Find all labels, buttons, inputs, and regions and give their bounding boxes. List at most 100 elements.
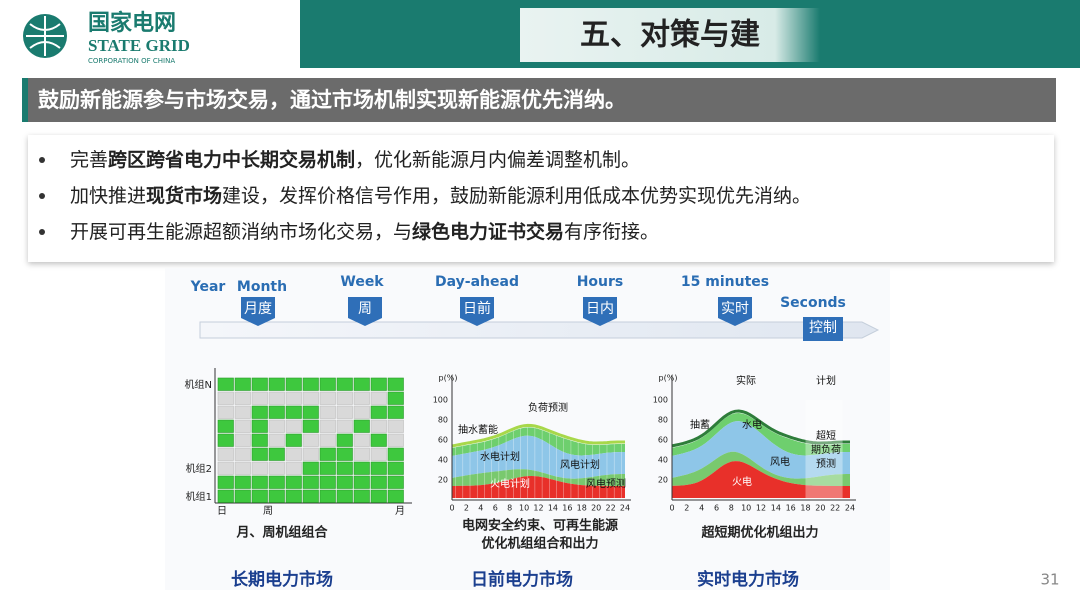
cell xyxy=(319,405,336,419)
bullet-span: 完善 xyxy=(70,149,108,171)
x-tick-label: 8 xyxy=(729,504,734,513)
x-tick-label: 6 xyxy=(714,504,719,513)
cell xyxy=(319,433,336,447)
hydro xyxy=(452,435,625,479)
cell xyxy=(285,391,302,405)
cell xyxy=(285,447,302,461)
cell xyxy=(285,475,302,489)
cell xyxy=(285,419,302,433)
cell xyxy=(234,405,251,419)
cell xyxy=(336,391,353,405)
axis-title: p(%) xyxy=(439,374,458,383)
cell xyxy=(285,377,302,391)
x-tick-label: 6 xyxy=(493,504,498,513)
x-tick-label: 2 xyxy=(684,504,689,513)
cell xyxy=(336,377,353,391)
bullet-span: 有序衔接。 xyxy=(564,221,659,243)
panel-title: 长期电力市场 xyxy=(231,569,333,590)
cell xyxy=(319,419,336,433)
y-tick-label: 80 xyxy=(658,416,668,425)
cell xyxy=(234,461,251,475)
cell xyxy=(370,419,387,433)
title-panel xyxy=(520,8,820,62)
cell xyxy=(285,433,302,447)
x-label: 月 xyxy=(395,505,405,517)
stage-marker xyxy=(803,317,843,341)
x-tick-label: 8 xyxy=(507,504,512,513)
annotation: 抽蓄 xyxy=(690,418,710,431)
cell xyxy=(285,489,302,503)
cell xyxy=(268,447,285,461)
thermal xyxy=(452,476,625,498)
cell xyxy=(319,489,336,503)
annotation: 水电计划 xyxy=(480,450,520,463)
annotation: 风电计划 xyxy=(560,458,600,471)
annotation: 水电 xyxy=(742,418,762,431)
cell xyxy=(353,489,370,503)
annotation: 计划 xyxy=(816,374,836,387)
cell xyxy=(319,461,336,475)
cell xyxy=(217,419,234,433)
cell xyxy=(336,489,353,503)
bullet-emphasis: 绿色电力证书交易 xyxy=(412,220,564,243)
banner xyxy=(22,78,1056,122)
y-label: 机组1 xyxy=(186,490,212,503)
wind xyxy=(452,469,625,486)
x-tick-label: 14 xyxy=(548,504,558,513)
cell xyxy=(387,377,404,391)
annotation: 超短 xyxy=(816,429,836,442)
x-tick-label: 2 xyxy=(464,504,469,513)
x-tick-label: 12 xyxy=(533,504,543,513)
y-tick-label: 60 xyxy=(658,436,668,445)
x-tick-label: 4 xyxy=(699,504,704,513)
y-label: 机组N xyxy=(185,378,212,391)
stage-marker xyxy=(460,297,494,326)
y-tick-label: 40 xyxy=(658,456,668,465)
cell xyxy=(302,419,319,433)
cell xyxy=(217,405,234,419)
stage-cn: 周 xyxy=(358,301,372,317)
cell xyxy=(268,475,285,489)
cell xyxy=(217,433,234,447)
banner-text: 鼓励新能源参与市场交易，通过市场机制实现新能源优先消纳。 xyxy=(38,88,626,112)
cell xyxy=(370,433,387,447)
x-label: 日 xyxy=(217,506,227,517)
cell xyxy=(370,461,387,475)
logo-name: 国家电网 xyxy=(88,10,176,36)
cell xyxy=(336,433,353,447)
stage-label: Seconds xyxy=(780,295,846,311)
cell xyxy=(268,377,285,391)
cell xyxy=(302,377,319,391)
logo-sub: CORPORATION OF CHINA xyxy=(88,57,175,65)
x-tick-label: 4 xyxy=(478,504,483,513)
stage-label: 15 minutes xyxy=(681,274,769,290)
cell xyxy=(251,419,268,433)
annotation: 负荷预测 xyxy=(528,401,568,414)
cell xyxy=(302,461,319,475)
x-tick-label: 10 xyxy=(741,504,751,513)
thermal xyxy=(672,461,850,498)
cell xyxy=(387,489,404,503)
logo-en: STATE GRID xyxy=(88,36,190,55)
panel-title: 日前电力市场 xyxy=(471,569,573,590)
cell xyxy=(234,419,251,433)
cell xyxy=(336,475,353,489)
panel-caption: 超短期优化机组出力 xyxy=(701,525,818,541)
panel-title: 实时电力市场 xyxy=(697,569,799,590)
bullet-text: 完善跨区跨省电力中长期交易机制，优化新能源月内偏差调整机制。 xyxy=(70,148,640,171)
bullet-span: ，优化新能源月内偏差调整机制。 xyxy=(355,149,640,171)
cell xyxy=(387,433,404,447)
cell xyxy=(268,419,285,433)
cell xyxy=(251,391,268,405)
cell xyxy=(353,377,370,391)
cell xyxy=(387,419,404,433)
annotation: 火电计划 xyxy=(490,477,530,490)
x-tick-label: 18 xyxy=(577,504,587,513)
x-tick-label: 0 xyxy=(449,504,454,513)
x-tick-label: 16 xyxy=(786,504,796,513)
panel-caption: 月、周机组组合 xyxy=(235,525,328,541)
cell xyxy=(285,405,302,419)
cell xyxy=(251,447,268,461)
x-tick-label: 22 xyxy=(605,504,615,513)
cell xyxy=(319,377,336,391)
